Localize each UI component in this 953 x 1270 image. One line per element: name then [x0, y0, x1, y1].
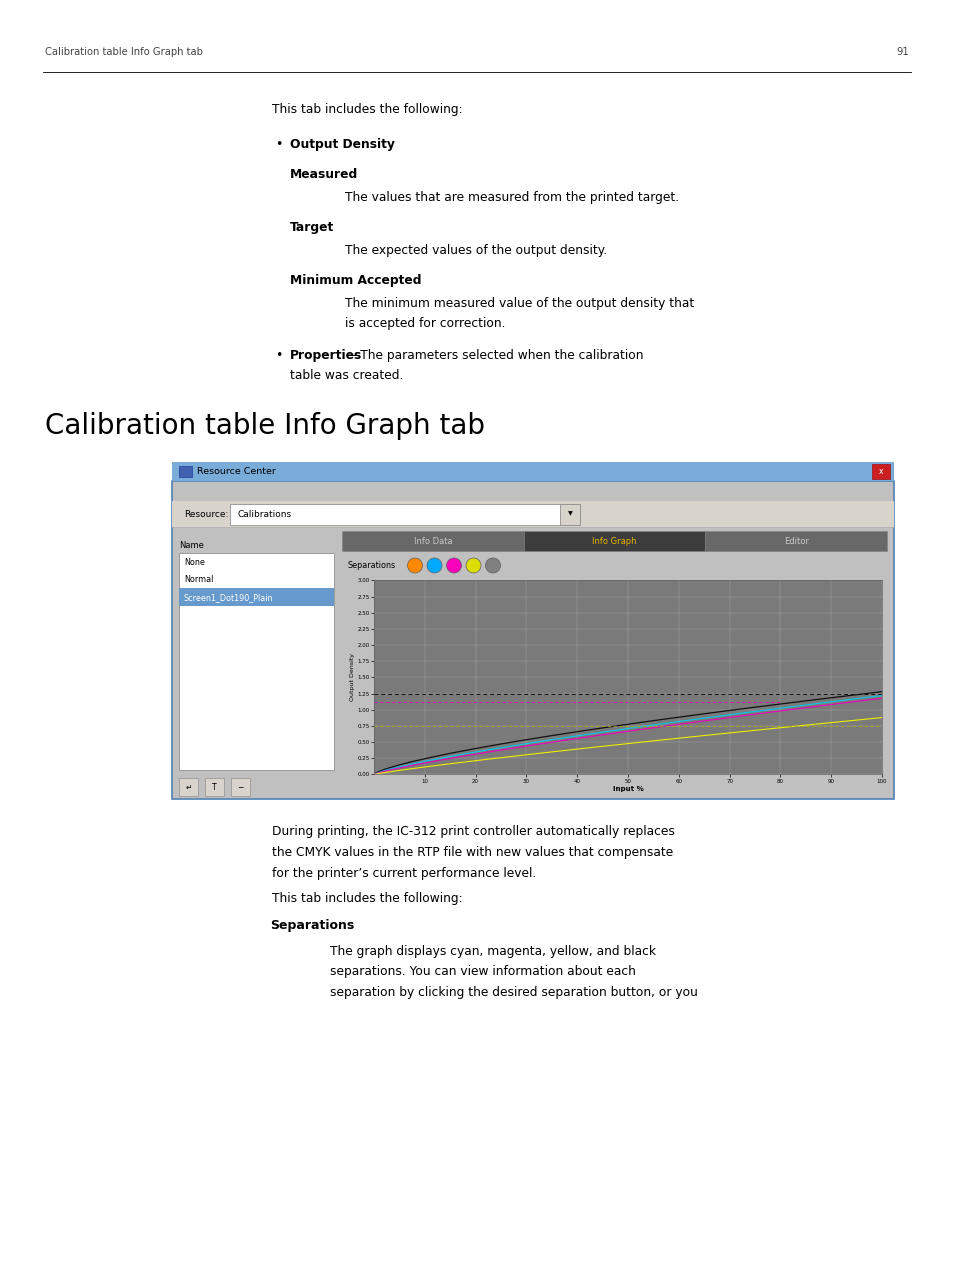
Text: Normal: Normal [184, 575, 213, 584]
Text: The graph displays cyan, magenta, yellow, and black: The graph displays cyan, magenta, yellow… [330, 945, 656, 958]
Text: Info Data: Info Data [413, 537, 452, 546]
Text: This tab includes the following:: This tab includes the following: [272, 103, 462, 117]
Bar [559, 504, 579, 525]
Text: Output Density: Output Density [290, 138, 395, 151]
Bar [172, 500, 893, 527]
Text: Measured: Measured [290, 168, 358, 180]
Circle shape [407, 558, 422, 573]
Bar [205, 779, 224, 796]
Text: Info Graph: Info Graph [592, 537, 636, 546]
Text: Calibrations: Calibrations [237, 509, 292, 518]
Text: Editor: Editor [783, 537, 808, 546]
Bar [523, 531, 704, 551]
Text: Minimum Accepted: Minimum Accepted [290, 274, 421, 287]
Circle shape [446, 558, 461, 573]
Bar [179, 554, 334, 771]
Text: is accepted for correction.: is accepted for correction. [345, 318, 505, 330]
Text: The expected values of the output density.: The expected values of the output densit… [345, 244, 606, 257]
Bar [179, 779, 198, 796]
Text: Resource:: Resource: [184, 509, 228, 518]
Bar [172, 462, 893, 481]
Text: During printing, the IC-312 print controller automatically replaces: During printing, the IC-312 print contro… [272, 826, 674, 838]
Text: the CMYK values in the RTP file with new values that compensate: the CMYK values in the RTP file with new… [272, 846, 673, 859]
Bar [179, 466, 192, 478]
Text: —The parameters selected when the calibration: —The parameters selected when the calibr… [348, 349, 643, 362]
Text: The values that are measured from the printed target.: The values that are measured from the pr… [345, 190, 679, 204]
Text: separation by clicking the desired separation button, or you: separation by clicking the desired separ… [330, 986, 698, 999]
Y-axis label: Output Density: Output Density [350, 654, 355, 701]
Text: Separations: Separations [347, 561, 395, 570]
Text: •: • [274, 138, 282, 151]
Text: Screen1_Dot190_Plain: Screen1_Dot190_Plain [184, 593, 274, 602]
Bar [871, 464, 889, 480]
Text: for the printer’s current performance level.: for the printer’s current performance le… [272, 867, 536, 880]
Text: This tab includes the following:: This tab includes the following: [272, 892, 462, 904]
Text: 91: 91 [895, 47, 908, 57]
Text: T: T [212, 782, 216, 791]
X-axis label: Input %: Input % [612, 786, 642, 792]
Text: ↵: ↵ [185, 782, 192, 791]
Bar [231, 779, 250, 796]
Text: Resource Center: Resource Center [196, 467, 275, 476]
Bar [704, 531, 886, 551]
Bar [179, 588, 334, 606]
Circle shape [465, 558, 480, 573]
Bar [230, 504, 579, 525]
Text: separations. You can view information about each: separations. You can view information ab… [330, 965, 636, 978]
Circle shape [427, 558, 441, 573]
Text: Separations: Separations [270, 919, 354, 932]
Text: •: • [274, 349, 282, 362]
Circle shape [485, 558, 500, 573]
Text: Calibration table Info Graph tab: Calibration table Info Graph tab [45, 47, 203, 57]
Text: Name: Name [179, 541, 204, 550]
Text: The minimum measured value of the output density that: The minimum measured value of the output… [345, 297, 694, 310]
Text: Properties: Properties [290, 349, 362, 362]
Text: x: x [878, 467, 882, 476]
Text: ▼: ▼ [567, 512, 572, 517]
Bar [172, 481, 893, 800]
Text: None: None [184, 558, 205, 566]
Text: table was created.: table was created. [290, 370, 403, 382]
Bar [341, 531, 523, 551]
Text: Calibration table Info Graph tab: Calibration table Info Graph tab [45, 413, 484, 441]
Text: −: − [237, 782, 243, 791]
Text: Target: Target [290, 221, 334, 234]
